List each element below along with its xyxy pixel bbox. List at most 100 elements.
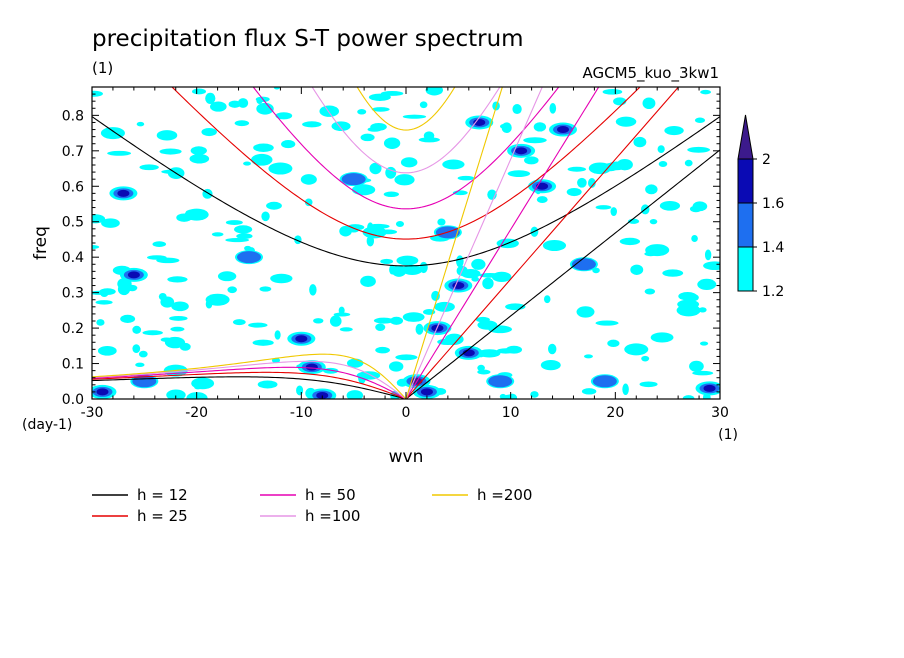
power-speckle <box>302 121 322 128</box>
power-speckle <box>700 89 711 95</box>
power-speckle <box>339 225 352 237</box>
power-speckle <box>333 312 351 317</box>
legend-label: h = 25 <box>137 507 188 525</box>
power-speckle <box>396 255 419 266</box>
power-speckle <box>92 244 100 250</box>
inertio-gravity-curve <box>356 87 456 131</box>
power-speckle <box>533 122 547 132</box>
power-speckle <box>619 237 641 246</box>
power-speckle <box>595 205 612 210</box>
power-region <box>205 293 230 306</box>
power-speckle <box>602 89 623 95</box>
power-speckle <box>583 354 593 359</box>
power-speckle <box>296 385 304 396</box>
kelvin-wave-curve <box>405 87 543 399</box>
power-region <box>703 384 716 392</box>
x-axis-unit: (1) <box>718 427 738 443</box>
y-tick-label: 0.3 <box>62 286 84 302</box>
power-speckle <box>228 100 241 108</box>
y-tick-label: 0.7 <box>62 144 84 160</box>
power-speckle <box>662 269 684 277</box>
power-speckle <box>383 191 400 198</box>
power-region <box>237 251 261 264</box>
power-speckle <box>380 258 394 265</box>
power-speckle <box>383 137 401 149</box>
power-speckle <box>371 107 390 112</box>
power-speckle <box>96 319 105 326</box>
power-speckle <box>132 344 141 353</box>
power-speckle <box>171 301 189 312</box>
power-speckle <box>117 283 131 296</box>
power-speckle <box>367 127 382 132</box>
power-speckle <box>457 175 475 181</box>
y-tick-label: 0.1 <box>62 357 84 373</box>
power-region <box>676 304 701 317</box>
power-speckle <box>304 198 313 207</box>
power-speckle <box>257 380 278 389</box>
colorbar-label: 2 <box>762 152 771 168</box>
power-speckle <box>136 121 145 127</box>
power-region <box>557 126 569 134</box>
power-speckle <box>351 184 376 196</box>
power-speckle <box>479 272 501 278</box>
power-region <box>305 363 318 371</box>
power-region <box>515 147 528 155</box>
power-speckle <box>225 220 243 226</box>
power-speckle <box>319 105 340 117</box>
power-region <box>420 388 433 396</box>
power-speckle <box>444 333 464 345</box>
dispersion-curves <box>92 87 720 399</box>
spectral-power-shading <box>92 87 720 399</box>
power-speckle <box>142 330 163 336</box>
power-speckle <box>402 114 427 119</box>
x-tick-label: 20 <box>606 405 624 421</box>
power-speckle <box>373 317 394 324</box>
colorbar-label: 1.4 <box>762 240 784 256</box>
power-speckle <box>360 133 375 142</box>
power-speckle <box>135 362 145 368</box>
power-speckle <box>394 174 415 186</box>
y-tick-label: 0.2 <box>62 321 84 337</box>
power-speckle <box>99 288 109 298</box>
power-region <box>362 226 387 239</box>
power-speckle <box>607 339 620 348</box>
power-speckle <box>234 120 250 127</box>
power-speckle <box>256 102 274 115</box>
colorbar-label: 1.6 <box>762 196 784 212</box>
x-tick-label: 10 <box>502 405 520 421</box>
power-speckle <box>270 273 293 284</box>
power-speckle <box>577 177 587 188</box>
power-speckle <box>369 162 382 175</box>
power-speckle <box>138 350 148 358</box>
x-tick-label: 30 <box>711 405 729 421</box>
power-speckle <box>587 178 596 188</box>
rossby-wave-curve <box>92 366 407 399</box>
power-speckle <box>259 286 272 292</box>
power-speckle <box>253 143 274 152</box>
power-speckle <box>205 92 216 105</box>
power-region <box>127 271 140 279</box>
power-speckle <box>641 355 650 362</box>
power-speckle <box>610 207 618 216</box>
power-speckle <box>309 284 317 296</box>
y-tick-label: 0.6 <box>62 179 84 195</box>
power-speckle <box>639 381 658 388</box>
power-speckle <box>236 233 253 240</box>
power-speckle <box>615 116 637 127</box>
y-tick-label: 0.4 <box>62 250 84 266</box>
power-speckle <box>699 341 709 346</box>
power-region <box>488 375 513 388</box>
power-speckle <box>630 264 644 275</box>
power-region <box>624 343 649 356</box>
power-speckle <box>248 322 268 328</box>
power-speckle <box>499 123 510 129</box>
power-speckle <box>627 218 640 224</box>
chart-subtitle-right: AGCM5_kuo_3kw1 <box>582 64 719 83</box>
power-speckle <box>375 346 390 354</box>
power-speckle <box>201 127 217 137</box>
power-speckle <box>388 361 404 372</box>
power-speckle <box>613 97 627 106</box>
y-tick-label: 0.5 <box>62 215 84 231</box>
power-speckle <box>252 339 274 346</box>
power-speckle <box>581 388 597 395</box>
